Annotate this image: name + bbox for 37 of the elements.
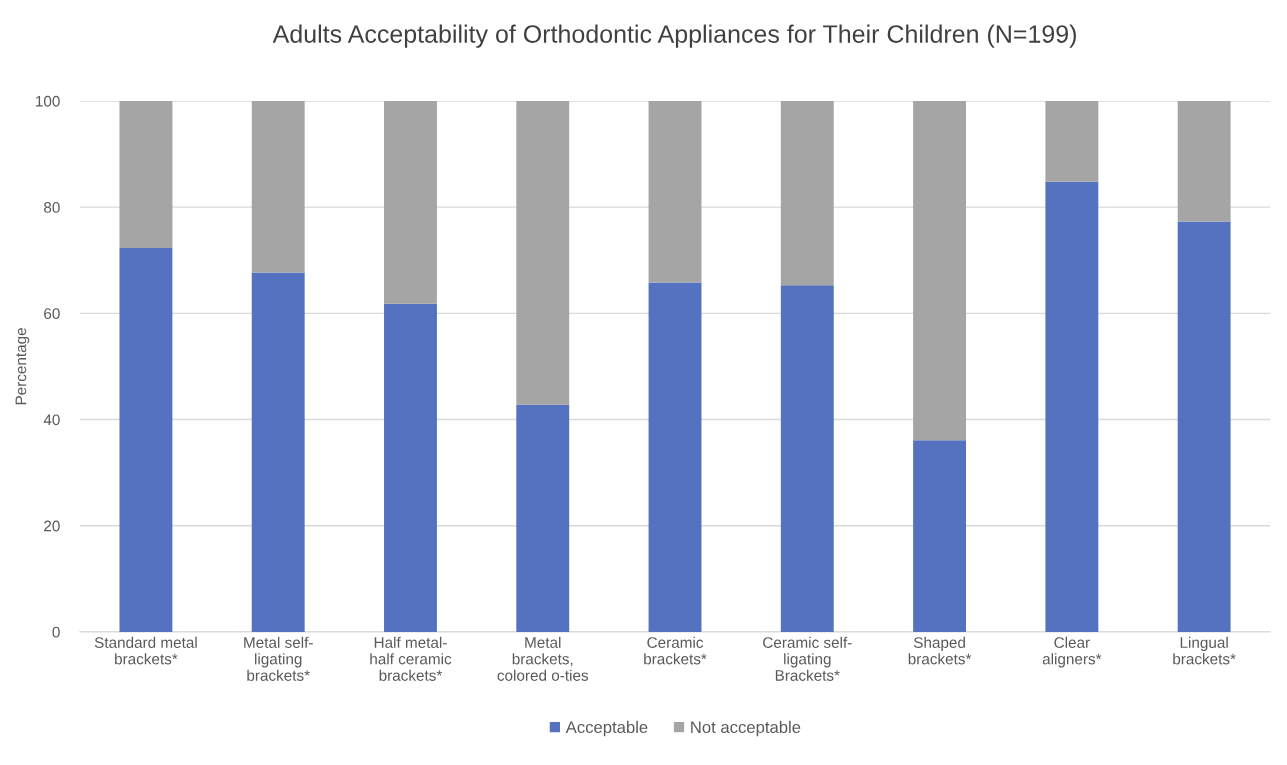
y-tick-label: 80	[44, 202, 60, 213]
bar	[1177, 100, 1231, 222]
legend-label: Acceptable	[565, 720, 648, 737]
legend-label: Not acceptable	[691, 720, 801, 737]
bar	[1045, 181, 1099, 632]
x-tick-label: Shaped brackets*	[908, 636, 972, 665]
chart-title: Adults Acceptability of Orthodontic Appliances for Their Children (N=199)	[272, 24, 1076, 48]
bar	[780, 285, 834, 632]
bar	[119, 248, 173, 632]
bar	[780, 100, 834, 286]
bar	[251, 272, 305, 632]
y-tick-label: 40	[43, 414, 60, 426]
x-tick-label: Ceramic brackets*	[644, 636, 707, 665]
bar	[648, 100, 702, 283]
x-tick-label: Metal brackets, colored o-ties	[497, 636, 589, 681]
bar	[1177, 221, 1231, 632]
bar	[913, 440, 967, 632]
bar	[1045, 100, 1099, 182]
bar	[384, 303, 437, 632]
x-tick-label: Clear aligners*	[1042, 636, 1102, 668]
bar	[648, 282, 702, 632]
x-tick-label: Ceramic self-ligating Brackets*	[763, 636, 852, 681]
bar	[913, 100, 967, 441]
x-tick-label: Half metal-half ceramic brackets*	[370, 636, 452, 681]
bar	[251, 100, 305, 273]
y-tick-label: 20	[44, 520, 60, 532]
x-tick-label: Metal self-ligating brackets*	[244, 636, 313, 681]
x-tick-label: Standard metal brackets*	[94, 636, 197, 665]
y-axis-title: Percentage	[15, 328, 30, 405]
y-tick-label: 60	[44, 308, 60, 320]
bar	[119, 100, 173, 249]
y-tick-label: 100	[36, 95, 60, 107]
bar	[516, 404, 570, 632]
bar	[516, 100, 570, 405]
y-tick-label: 0	[52, 626, 60, 638]
bar	[384, 100, 437, 304]
x-tick-label: Lingual brackets*	[1173, 636, 1236, 665]
